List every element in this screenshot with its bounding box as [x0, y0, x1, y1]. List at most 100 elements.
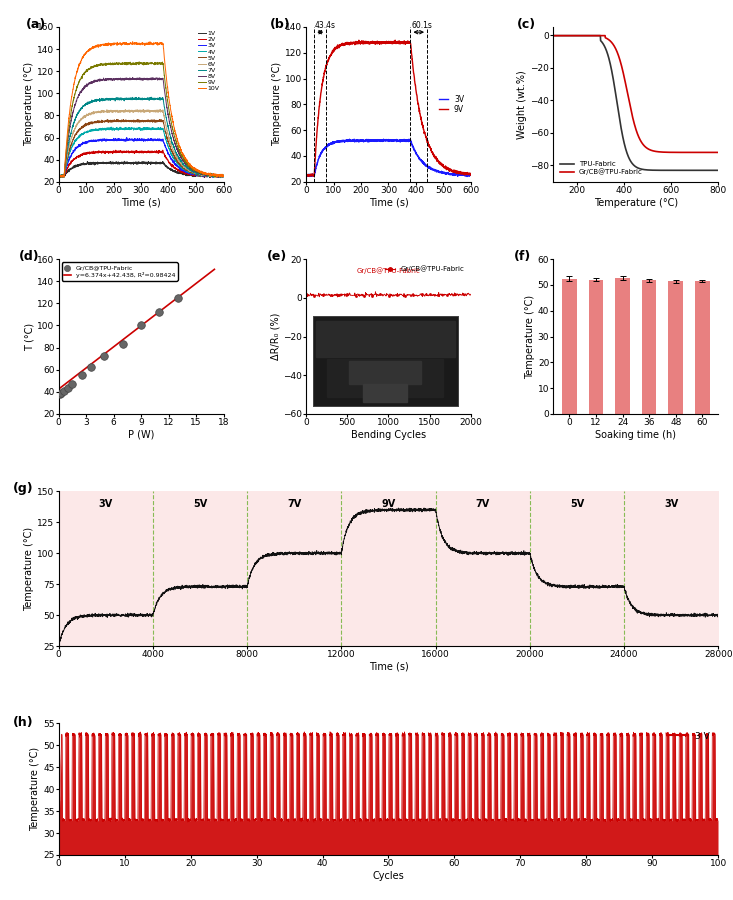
X-axis label: Time (s): Time (s) — [121, 198, 161, 208]
10V — [126, 38, 135, 49]
Gr/CB@TPU-Fabric — [595, 31, 604, 41]
1V — [82, 158, 91, 168]
Legend: Gr/CB@TPU-Fabric, y=6.374x+42.438, R²=0.98424: Gr/CB@TPU-Fabric, y=6.374x+42.438, R²=0.… — [62, 262, 177, 281]
TPU-Fabric — [714, 165, 723, 176]
9V — [76, 74, 85, 85]
Line: 7V: 7V — [59, 97, 224, 177]
3V — [219, 171, 228, 182]
3V — [466, 169, 475, 180]
Point — [67, 377, 78, 392]
3V — [373, 136, 382, 147]
X-axis label: Time (s): Time (s) — [369, 662, 408, 672]
Text: 5V: 5V — [193, 499, 207, 508]
6V — [211, 172, 220, 183]
1V — [206, 172, 215, 183]
7V — [219, 170, 228, 181]
Legend: TPU-Fabric, Gr/CB@TPU-Fabric: TPU-Fabric, Gr/CB@TPU-Fabric — [557, 158, 646, 178]
Text: 60.1s: 60.1s — [411, 22, 432, 31]
TPU-Fabric — [601, 43, 610, 54]
Line: Gr/CB@TPU-Fabric: Gr/CB@TPU-Fabric — [553, 36, 718, 152]
8V — [55, 172, 64, 183]
Point — [98, 349, 110, 364]
3V — [392, 135, 401, 146]
10V — [144, 38, 153, 49]
8V — [219, 171, 228, 182]
7V — [57, 172, 66, 183]
6V — [54, 171, 63, 182]
3V — [110, 134, 119, 145]
Line: 3V: 3V — [59, 138, 224, 177]
6V — [219, 171, 228, 182]
4V — [141, 122, 150, 133]
1V — [110, 158, 119, 168]
9V — [126, 58, 135, 69]
9V — [358, 37, 366, 48]
7V — [76, 104, 85, 115]
3V — [357, 135, 366, 146]
Y-axis label: Temperature (°C): Temperature (°C) — [24, 62, 34, 147]
Text: 9V: 9V — [381, 499, 396, 508]
Gr/CB@TPU-Fabric — [549, 31, 558, 41]
6V — [155, 104, 164, 115]
TPU-Fabric — [658, 165, 666, 176]
Point — [172, 291, 183, 305]
5V — [141, 115, 150, 126]
7V — [110, 94, 119, 104]
3V — [76, 139, 85, 149]
9V — [54, 172, 63, 183]
X-axis label: P (W): P (W) — [128, 430, 154, 440]
5V — [144, 116, 153, 127]
3V — [82, 137, 91, 148]
4V — [110, 123, 119, 134]
Y-axis label: Temperature (°C): Temperature (°C) — [525, 294, 535, 379]
7V — [141, 93, 150, 104]
9V — [391, 35, 399, 46]
Line: TPU-Fabric: TPU-Fabric — [553, 36, 718, 170]
7V — [144, 94, 153, 105]
1V — [126, 158, 135, 168]
8V — [128, 72, 137, 83]
10V — [82, 47, 91, 58]
X-axis label: Time (s): Time (s) — [369, 198, 408, 208]
4V — [82, 127, 91, 138]
TPU-Fabric — [589, 31, 598, 41]
7V — [147, 92, 155, 103]
9V — [302, 171, 311, 182]
10V — [219, 171, 228, 182]
Text: (a): (a) — [26, 18, 46, 31]
4V — [76, 130, 85, 140]
Bar — [589, 280, 603, 414]
Gr/CB@TPU-Fabric — [714, 147, 723, 158]
2V — [219, 171, 228, 182]
10V — [110, 39, 119, 50]
8V — [141, 73, 150, 84]
4V — [144, 123, 153, 134]
8V — [82, 80, 91, 91]
Text: 3V: 3V — [664, 499, 678, 508]
Y-axis label: Weight (wt.%): Weight (wt.%) — [517, 70, 528, 139]
Gr/CB@TPU-Fabric — [677, 147, 686, 158]
9V — [466, 169, 475, 180]
Text: 7V: 7V — [476, 499, 490, 508]
5V — [219, 171, 228, 182]
Gr/CB@TPU-Fabric — [589, 31, 598, 41]
7V — [82, 99, 91, 110]
10V — [141, 40, 150, 50]
5V — [110, 115, 119, 126]
Line: 4V: 4V — [59, 127, 224, 177]
Line: 1V: 1V — [59, 161, 224, 177]
Legend: 3 V: 3 V — [666, 728, 714, 744]
1V — [120, 156, 129, 166]
Legend: 1V, 2V, 3V, 4V, 5V, 6V, 7V, 8V, 9V, 10V: 1V, 2V, 3V, 4V, 5V, 6V, 7V, 8V, 9V, 10V — [198, 30, 221, 92]
Bar — [615, 278, 630, 414]
6V — [141, 106, 150, 117]
6V — [110, 105, 119, 116]
Y-axis label: Temperature (°C): Temperature (°C) — [272, 62, 281, 147]
Line: 9V: 9V — [306, 40, 471, 176]
5V — [82, 120, 91, 130]
2V — [144, 147, 153, 158]
Text: 43.4s: 43.4s — [315, 22, 336, 31]
9V — [388, 37, 397, 48]
2V — [126, 146, 135, 157]
3V — [208, 172, 217, 183]
